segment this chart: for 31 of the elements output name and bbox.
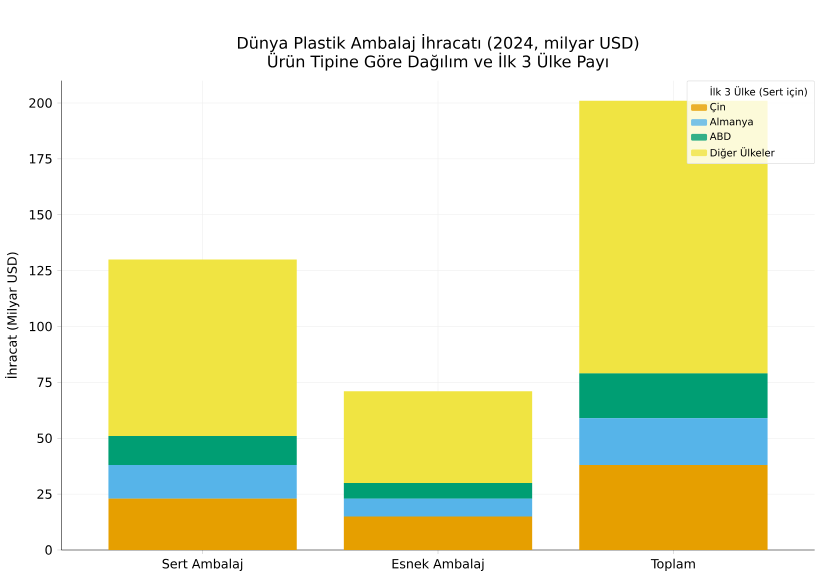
bar	[579, 418, 768, 466]
y-tick-label: 100	[30, 322, 52, 332]
y-tick-label: 125	[30, 266, 52, 276]
y-tick-label: 200	[29, 98, 52, 108]
x-tick-label: Sert Ambalaj	[162, 558, 242, 571]
bar	[579, 465, 768, 550]
y-tick-label: 0	[45, 545, 52, 555]
legend-title: İlk 3 Ülke (Sert için)	[710, 86, 807, 98]
legend-label: Diğer Ülkeler	[710, 147, 775, 158]
y-tick-label: 25	[37, 489, 52, 499]
legend-label: Çin	[710, 102, 725, 112]
y-axis-title: İhracat (Milyar USD)	[5, 252, 20, 378]
x-tick-label: Esnek Ambalaj	[392, 558, 484, 571]
legend-label: Almanya	[710, 118, 753, 128]
bar	[579, 373, 768, 418]
y-tick-label: 175	[30, 154, 52, 164]
bar	[108, 259, 297, 436]
y-tick-label: 150	[30, 210, 52, 220]
y-tick-label: 50	[37, 433, 52, 444]
bar	[344, 516, 532, 550]
chart-subtitle: Ürün Tipine Göre Dağılım ve İlk 3 Ülke Payı	[268, 52, 608, 71]
bar	[344, 498, 532, 516]
legend-label: ABD	[710, 132, 731, 140]
chart-title: Dünya Plastik Ambalaj İhracatı (2024, milyar USD)	[238, 34, 638, 52]
bar	[108, 436, 297, 466]
bar	[108, 465, 297, 499]
bar	[108, 498, 297, 550]
x-tick-label: Toplam	[650, 558, 695, 571]
bar	[344, 482, 532, 499]
bar	[344, 391, 532, 483]
y-tick-label: 75	[38, 378, 52, 388]
